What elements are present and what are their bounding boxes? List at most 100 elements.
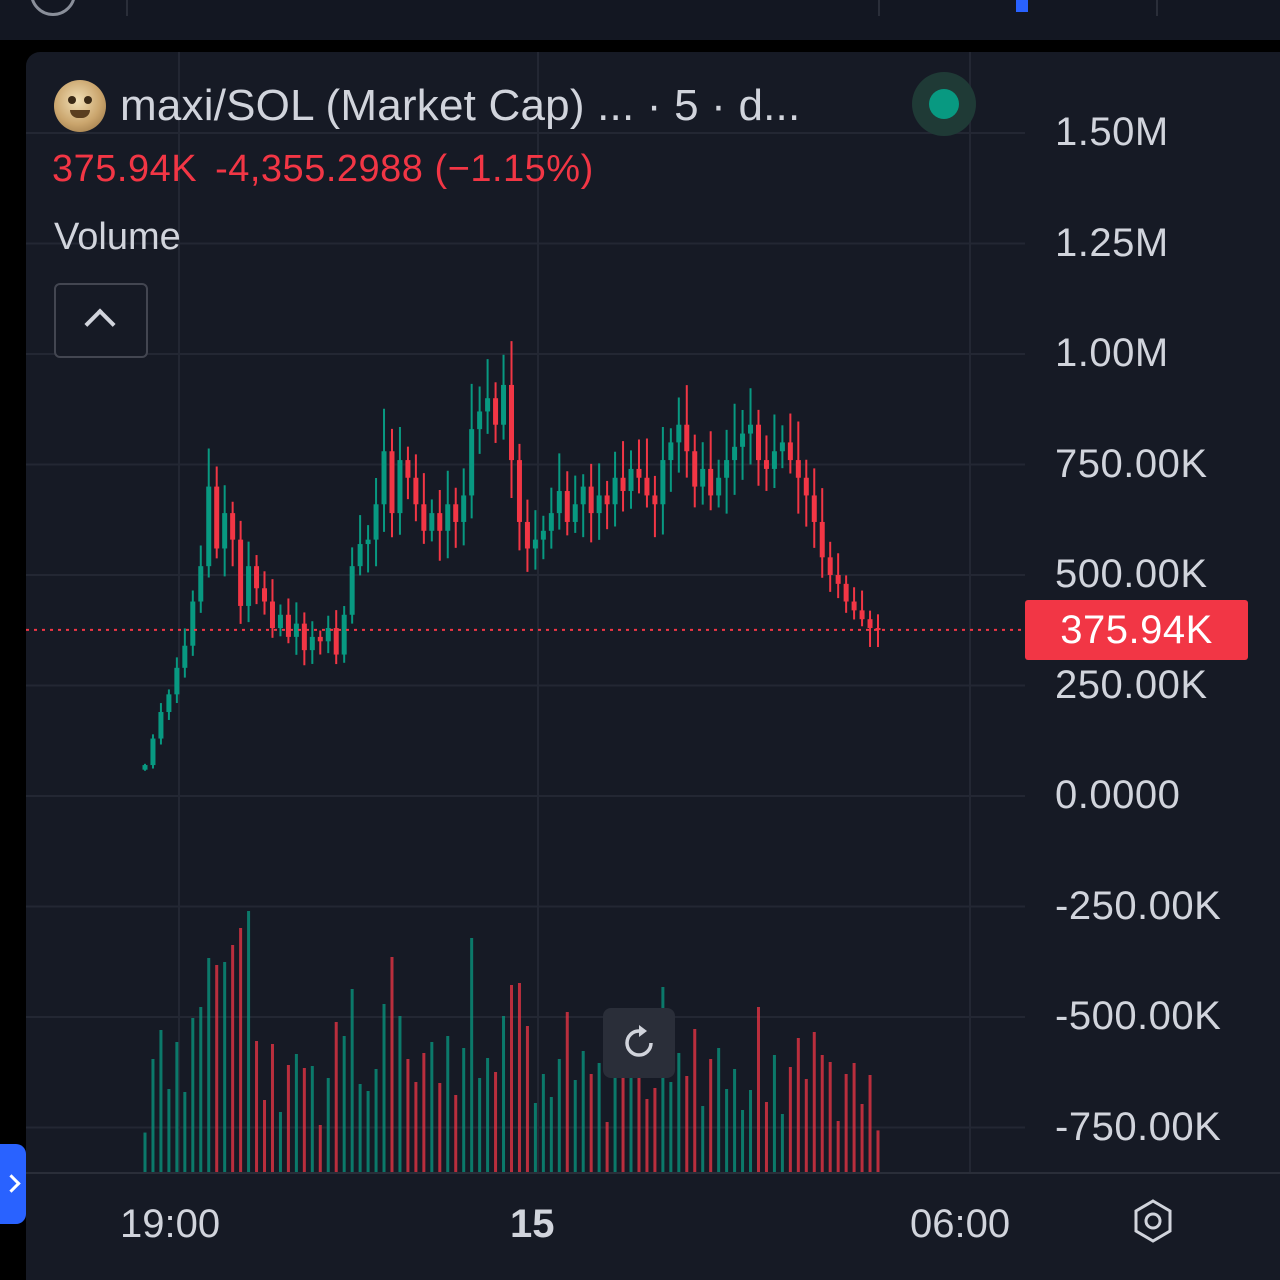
volume-bar (390, 957, 394, 1172)
candle-body (142, 765, 148, 770)
volume-bar (820, 1055, 824, 1172)
volume-bar (573, 1080, 577, 1172)
volume-bar (167, 1089, 171, 1172)
time-axis-label: 06:00 (910, 1202, 1011, 1246)
volume-bar (175, 1042, 179, 1172)
candle-body (692, 451, 698, 487)
candle-body (580, 486, 586, 505)
symbol-header[interactable]: maxi/SOL (Market Cap) ... · 5 · d... (54, 76, 800, 136)
volume-indicator-label[interactable]: Volume (54, 216, 181, 258)
volume-bar (510, 985, 513, 1172)
price-axis-label: 750.00K (1055, 441, 1208, 486)
volume-bar (422, 1053, 426, 1172)
volume-bar (812, 1032, 816, 1172)
volume-bar (334, 1022, 338, 1172)
volume-bar (318, 1125, 322, 1172)
candle-body (277, 614, 283, 629)
candle-body (174, 667, 180, 695)
volume-bar (159, 1030, 163, 1172)
volume-bar (502, 1016, 506, 1172)
volume-bar (621, 1055, 625, 1172)
volume-bar (852, 1063, 856, 1172)
candle-body (246, 566, 252, 606)
volume-bar (661, 987, 665, 1172)
volume-bar (725, 1089, 729, 1172)
candle-type-icon[interactable] (1016, 0, 1028, 12)
candle-body (564, 491, 570, 522)
volume-bar (151, 1059, 155, 1172)
candle-body (732, 446, 738, 461)
candle-body (843, 583, 849, 602)
volume-bar (302, 1068, 306, 1172)
candle-body (572, 504, 578, 522)
volume-bar (366, 1091, 370, 1172)
candle-body (652, 495, 658, 505)
volume-bar (828, 1062, 832, 1172)
volume-bar (191, 1018, 195, 1172)
candle-body (501, 384, 507, 425)
volume-bar (756, 1007, 760, 1172)
volume-bar (446, 1036, 450, 1172)
volume-bar (517, 983, 521, 1172)
candle-body (301, 623, 307, 651)
volume-bar (342, 1036, 346, 1172)
candle-body (748, 424, 754, 434)
candle-body (357, 544, 363, 567)
candle-body (262, 588, 268, 602)
candle-body (795, 460, 801, 478)
market-status[interactable] (912, 72, 976, 136)
volume-bar (613, 1057, 617, 1172)
volume-bar (589, 1074, 593, 1172)
volume-bar (247, 911, 251, 1172)
candle-body (620, 477, 626, 492)
toolbar-divider (126, 0, 128, 16)
candle-body (676, 424, 682, 443)
toolbar-divider (878, 0, 880, 16)
candle-body (835, 575, 841, 584)
candle-body (700, 468, 706, 487)
candle-body (325, 628, 331, 642)
volume-bar (406, 1059, 410, 1172)
volume-bar (294, 1054, 298, 1172)
settings-icon[interactable] (1130, 1198, 1176, 1244)
candle-body (158, 712, 164, 739)
candle-body (516, 460, 522, 522)
candle-body (811, 495, 817, 522)
candle-body (604, 495, 610, 505)
candle-body (190, 601, 196, 646)
reset-chart-button[interactable] (603, 1008, 675, 1078)
volume-bar (701, 1106, 705, 1172)
candle-body (628, 468, 634, 492)
volume-bar (733, 1069, 737, 1172)
volume-bar (470, 938, 474, 1172)
volume-bar (143, 1132, 147, 1172)
volume-bar (565, 1012, 569, 1172)
candle-body (238, 539, 244, 606)
candle-body (763, 460, 769, 469)
candle-body (254, 566, 260, 589)
candle-body (437, 513, 443, 531)
candle-body (755, 424, 761, 461)
volume-bar (183, 1092, 187, 1172)
volume-bar (478, 1078, 482, 1172)
candle-body (708, 468, 714, 496)
candle-body (724, 460, 730, 478)
candle-body (182, 645, 188, 668)
symbol-title[interactable]: maxi/SOL (Market Cap) ... · 5 · d... (120, 81, 801, 130)
volume-bar (382, 1004, 386, 1172)
collapse-indicators-button[interactable] (54, 283, 148, 358)
price-change: -4,355.2988 (−1.15%) (215, 148, 594, 190)
candle-body (453, 504, 459, 522)
price-axis-label: 1.25M (1055, 220, 1169, 265)
time-axis-label: 19:00 (120, 1202, 221, 1246)
candle-body (373, 504, 379, 540)
candle-body (684, 424, 690, 452)
expand-sidebar-button[interactable] (0, 1144, 26, 1224)
candle-body (596, 495, 602, 514)
candle-body (381, 451, 387, 505)
candle-body (317, 636, 323, 642)
candle-body (493, 398, 499, 425)
price-axis-label: 0.0000 (1055, 773, 1181, 817)
volume-bar (199, 1007, 203, 1172)
